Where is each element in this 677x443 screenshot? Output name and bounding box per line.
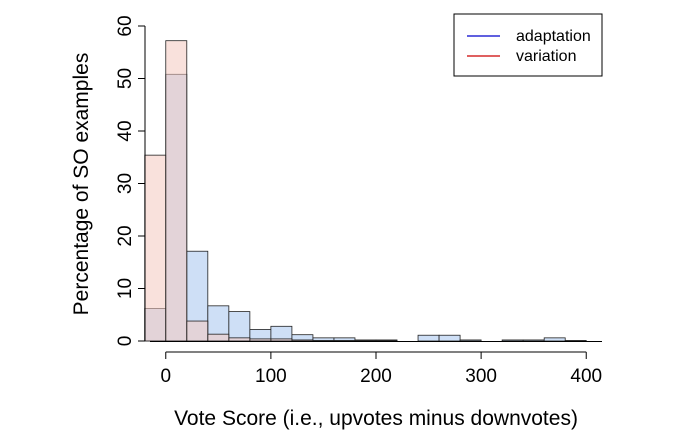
variation-bar — [333, 340, 356, 342]
legend-box — [453, 13, 603, 77]
x-tick-label: 100 — [255, 366, 287, 387]
y-axis-title: Percentage of SO examples — [70, 53, 93, 316]
adaptation-bar — [417, 334, 440, 342]
variation-bar — [312, 340, 335, 342]
y-tick-label: 20 — [115, 225, 136, 246]
y-tick-label: 10 — [115, 278, 136, 299]
y-axis: 0 10 20 30 40 50 60 — [115, 15, 146, 347]
variation-bar — [186, 320, 209, 342]
variation-bar — [144, 154, 167, 342]
variation-bar — [249, 338, 272, 342]
y-tick-label: 50 — [115, 68, 136, 89]
y-tick-label: 40 — [115, 120, 136, 141]
variation-bar — [375, 340, 398, 342]
adaptation-bar — [228, 311, 251, 342]
variation-bar — [207, 333, 230, 342]
adaptation-bar — [438, 334, 461, 342]
adaptation-bars — [144, 73, 587, 342]
adaptation-bar — [459, 339, 482, 342]
variation-bar — [165, 40, 188, 342]
legend-label-adaptation: adaptation — [516, 28, 591, 45]
x-tick-label: 200 — [360, 366, 392, 387]
y-tick-label: 60 — [115, 15, 136, 36]
adaptation-bar — [522, 339, 545, 342]
x-tick-label: 0 — [160, 366, 171, 387]
variation-bar — [270, 338, 293, 342]
variation-bar — [291, 339, 314, 342]
y-tick-label: 0 — [115, 336, 136, 347]
x-axis: 0 100 200 300 400 — [150, 341, 602, 387]
variation-bar — [228, 337, 251, 342]
y-tick-label: 30 — [115, 173, 136, 194]
x-tick-label: 300 — [465, 366, 497, 387]
legend: adaptation variation — [453, 13, 603, 77]
adaptation-bar — [501, 339, 524, 342]
adaptation-bar — [564, 340, 587, 342]
variation-bars — [144, 40, 398, 342]
x-tick-label: 400 — [570, 366, 602, 387]
x-axis-title: Vote Score (i.e., upvotes minus downvote… — [174, 407, 578, 430]
variation-bar — [354, 340, 377, 342]
adaptation-bar — [543, 337, 566, 342]
legend-label-variation: variation — [516, 48, 576, 65]
